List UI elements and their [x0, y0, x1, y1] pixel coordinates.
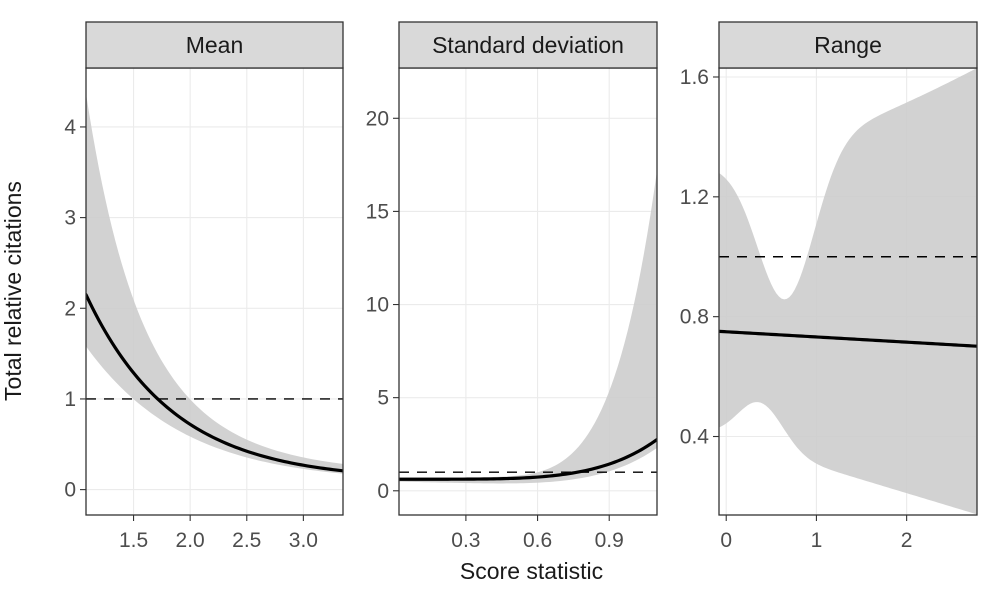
svg-text:0.9: 0.9 — [595, 529, 624, 552]
svg-text:2: 2 — [901, 529, 913, 552]
svg-text:20: 20 — [366, 107, 389, 130]
svg-text:2.0: 2.0 — [176, 529, 205, 552]
svg-text:Mean: Mean — [186, 32, 244, 58]
svg-text:0: 0 — [720, 529, 732, 552]
svg-text:0.4: 0.4 — [680, 426, 710, 449]
svg-text:0.6: 0.6 — [523, 529, 552, 552]
svg-text:2: 2 — [64, 297, 76, 320]
svg-text:15: 15 — [366, 200, 389, 223]
svg-text:4: 4 — [64, 116, 76, 139]
svg-text:0: 0 — [377, 480, 389, 503]
svg-text:1.2: 1.2 — [680, 186, 709, 209]
svg-text:Standard deviation: Standard deviation — [432, 32, 624, 58]
svg-text:1: 1 — [811, 529, 823, 552]
svg-text:10: 10 — [366, 294, 389, 317]
svg-text:Range: Range — [814, 32, 882, 58]
svg-text:5: 5 — [377, 387, 389, 410]
svg-text:1: 1 — [64, 388, 76, 411]
svg-text:1.5: 1.5 — [119, 529, 148, 552]
svg-text:2.5: 2.5 — [232, 529, 261, 552]
svg-text:0: 0 — [64, 479, 76, 502]
svg-text:1.6: 1.6 — [680, 66, 709, 89]
svg-text:0.8: 0.8 — [680, 306, 709, 329]
svg-text:3: 3 — [64, 207, 76, 230]
svg-text:0.3: 0.3 — [451, 529, 480, 552]
svg-text:3.0: 3.0 — [289, 529, 318, 552]
